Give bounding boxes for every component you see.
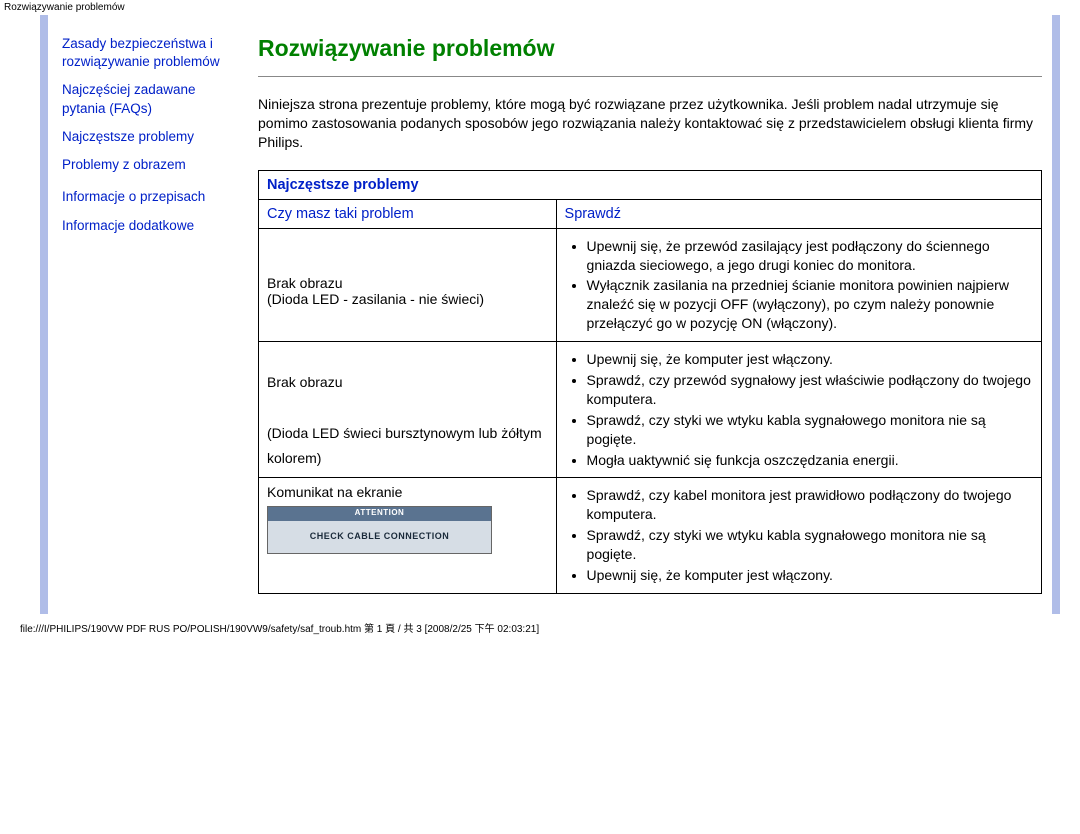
- nav-link-regulatory[interactable]: Informacje o przepisach: [62, 188, 238, 206]
- problem-title: Brak obrazu: [267, 275, 342, 291]
- title-separator: [258, 76, 1042, 77]
- check-item: Sprawdź, czy kabel monitora jest prawidł…: [587, 486, 1033, 524]
- problem-cell: Brak obrazu (Dioda LED świeci bursztynow…: [259, 342, 557, 478]
- window-title: Rozwiązywanie problemów: [0, 0, 1080, 15]
- left-decorative-strip: [40, 15, 48, 614]
- table-row: Brak obrazu (Dioda LED świeci bursztynow…: [259, 342, 1042, 478]
- check-item: Upewnij się, że przewód zasilający jest …: [587, 237, 1033, 275]
- nav-link-common-problems[interactable]: Najczęstsze problemy: [62, 128, 238, 146]
- problem-cell: Komunikat na ekranie ATTENTION CHECK CAB…: [259, 478, 557, 593]
- page-title: Rozwiązywanie problemów: [258, 35, 1042, 62]
- page-wrapper: Zasady bezpieczeństwa i rozwiązywanie pr…: [0, 15, 1080, 614]
- footer-path: file:///I/PHILIPS/190VW PDF RUS PO/POLIS…: [0, 614, 1080, 639]
- nav-link-other-info[interactable]: Informacje dodatkowe: [62, 217, 238, 235]
- problem-subtitle: (Dioda LED - zasilania - nie świeci): [267, 291, 484, 307]
- troubleshoot-table: Najczęstsze problemy Czy masz taki probl…: [258, 170, 1042, 594]
- intro-paragraph: Niniejsza strona prezentuje problemy, kt…: [258, 95, 1042, 152]
- check-list: Upewnij się, że przewód zasilający jest …: [565, 237, 1033, 333]
- nav-link-faqs[interactable]: Najczęściej zadawane pytania (FAQs): [62, 81, 238, 117]
- check-item: Sprawdź, czy styki we wtyku kabla sygnał…: [587, 411, 1033, 449]
- col-header-problem: Czy masz taki problem: [259, 199, 557, 228]
- check-item: Wyłącznik zasilania na przedniej ścianie…: [587, 276, 1033, 333]
- problem-title: Komunikat na ekranie: [267, 484, 402, 500]
- check-item: Upewnij się, że komputer jest włączony.: [587, 350, 1033, 369]
- check-item: Upewnij się, że komputer jest włączony.: [587, 566, 1033, 585]
- attention-body-text: CHECK CABLE CONNECTION: [268, 521, 491, 553]
- problem-cell: Brak obrazu (Dioda LED - zasilania - nie…: [259, 228, 557, 341]
- check-item: Mogła uaktywnić się funkcja oszczędzania…: [587, 451, 1033, 470]
- check-cell: Upewnij się, że przewód zasilający jest …: [556, 228, 1041, 341]
- table-section-header: Najczęstsze problemy: [259, 170, 1042, 199]
- check-item: Sprawdź, czy styki we wtyku kabla sygnał…: [587, 526, 1033, 564]
- check-item: Sprawdź, czy przewód sygnałowy jest właś…: [587, 371, 1033, 409]
- check-cell: Sprawdź, czy kabel monitora jest prawidł…: [556, 478, 1041, 593]
- attention-message-box: ATTENTION CHECK CABLE CONNECTION: [267, 506, 492, 554]
- check-list: Upewnij się, że komputer jest włączony. …: [565, 350, 1033, 469]
- col-header-check: Sprawdź: [556, 199, 1041, 228]
- table-section-row: Najczęstsze problemy: [259, 170, 1042, 199]
- right-decorative-strip: [1052, 15, 1060, 614]
- problem-subtitle: (Dioda LED świeci bursztynowym lub żółty…: [267, 425, 542, 466]
- main-content: Rozwiązywanie problemów Niniejsza strona…: [248, 15, 1052, 614]
- problem-title: Brak obrazu: [267, 374, 342, 390]
- table-row: Komunikat na ekranie ATTENTION CHECK CAB…: [259, 478, 1042, 593]
- table-header-row: Czy masz taki problem Sprawdź: [259, 199, 1042, 228]
- nav-link-safety[interactable]: Zasady bezpieczeństwa i rozwiązywanie pr…: [62, 35, 238, 71]
- check-cell: Upewnij się, że komputer jest włączony. …: [556, 342, 1041, 478]
- sidebar-nav: Zasady bezpieczeństwa i rozwiązywanie pr…: [48, 15, 248, 614]
- attention-header: ATTENTION: [268, 507, 491, 521]
- nav-link-image-problems[interactable]: Problemy z obrazem: [62, 156, 238, 174]
- table-row: Brak obrazu (Dioda LED - zasilania - nie…: [259, 228, 1042, 341]
- check-list: Sprawdź, czy kabel monitora jest prawidł…: [565, 486, 1033, 584]
